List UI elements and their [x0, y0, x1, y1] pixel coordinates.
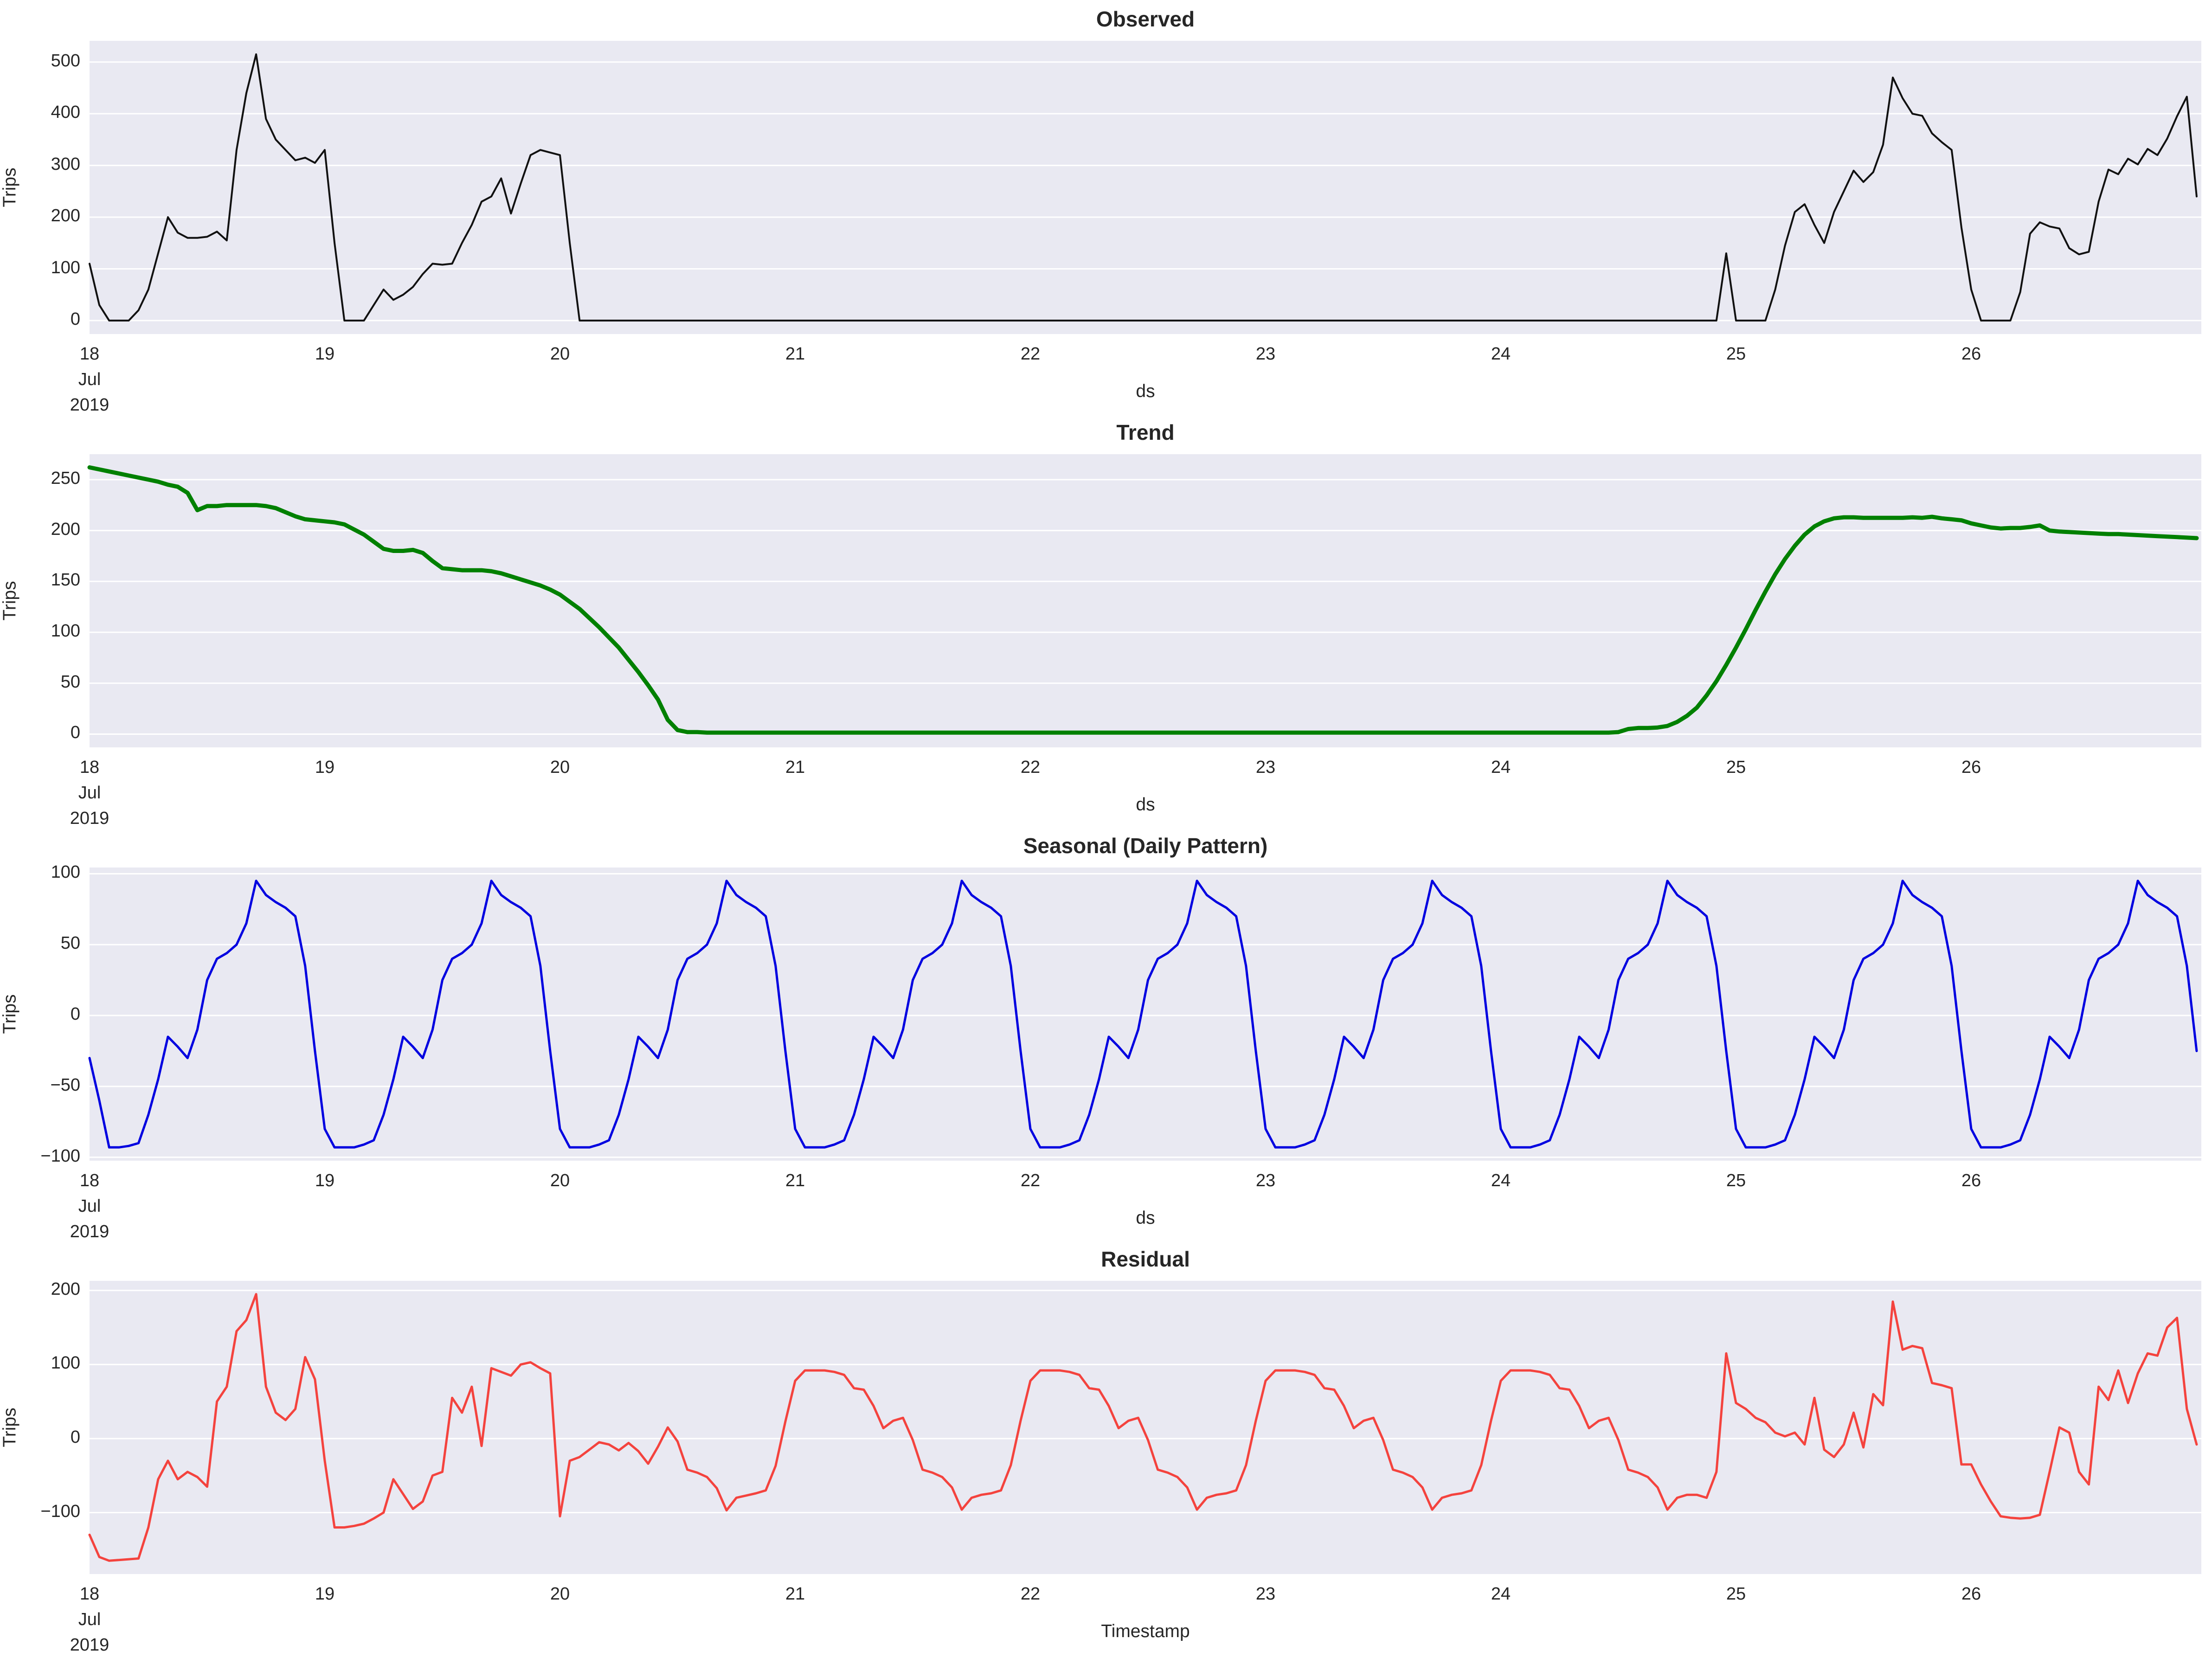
y-tick-label: 0 — [70, 309, 80, 329]
x-tick-label: 24 — [1491, 758, 1511, 777]
residual-line — [88, 1293, 2198, 1562]
panel-observed: Observed Trips ds 0 100 200 300 400 500 18 Jul 2… — [0, 0, 2212, 415]
x-tick-label: 24 — [1491, 1171, 1511, 1190]
panel-trend-title: Trend — [1116, 420, 1175, 444]
x-tick-label: 19 — [315, 1584, 335, 1604]
x-tick-label: 20 — [550, 344, 570, 364]
x-tick-label: 20 — [550, 758, 570, 777]
chart-canvas — [88, 873, 2201, 1158]
y-tick-label: 200 — [51, 519, 80, 539]
panel-observed-xlabel: ds — [1136, 381, 1155, 401]
x-tick-label: 22 — [1020, 1584, 1041, 1604]
y-tick-label: 50 — [60, 672, 80, 692]
y-tick-label: 250 — [51, 468, 80, 488]
x-tick-label: 25 — [1726, 1171, 1746, 1190]
x-tick-label: 25 — [1726, 344, 1746, 364]
y-tick-label: −50 — [50, 1075, 80, 1095]
x-tick-label: 26 — [1961, 344, 1981, 364]
x-tick-label: 25 — [1726, 758, 1746, 777]
chart-canvas — [87, 465, 2201, 735]
panel-residual-title: Residual — [1101, 1247, 1190, 1271]
y-tick-label: 500 — [51, 51, 80, 71]
x-tick-label: 22 — [1020, 344, 1041, 364]
panel-residual: Residual Trips Timestamp −100 0 100 200 18 Ju… — [0, 1240, 2212, 1655]
panel-seasonal-xlabel: ds — [1136, 1208, 1155, 1228]
y-tick-label: 200 — [51, 1279, 80, 1299]
panel-residual-xlabel: Timestamp — [1101, 1621, 1190, 1641]
panel-observed-plot-area — [89, 41, 2201, 334]
x-tick-label: 18 Jul 2019 — [70, 344, 109, 415]
x-tick-label: 26 — [1961, 758, 1981, 777]
y-tick-label: −100 — [40, 1146, 80, 1166]
seasonal-daily-pattern--line — [88, 880, 2198, 1149]
trend-line — [87, 465, 2199, 735]
x-tick-label: 20 — [550, 1584, 570, 1604]
panel-seasonal-title: Seasonal (Daily Pattern) — [1023, 834, 1268, 858]
x-tick-label: 19 — [315, 1171, 335, 1190]
x-tick-label: 22 — [1020, 1171, 1041, 1190]
y-tick-label: 100 — [51, 257, 80, 277]
x-tick-label: 26 — [1961, 1171, 1981, 1190]
y-tick-label: 300 — [51, 154, 80, 174]
x-tick-label: 21 — [785, 1171, 805, 1190]
x-tick-label: 24 — [1491, 1584, 1511, 1604]
x-tick-label: 19 — [315, 758, 335, 777]
panel-seasonal-plot-area — [88, 868, 2201, 1161]
x-tick-label: 18 Jul 2019 — [70, 1584, 109, 1655]
panel-observed-title: Observed — [1096, 7, 1195, 31]
y-tick-label: 100 — [51, 621, 80, 641]
y-tick-label: −100 — [40, 1501, 80, 1521]
panel-trend-xlabel: ds — [1136, 795, 1155, 815]
chart-canvas — [89, 53, 2201, 321]
x-tick-label: 21 — [785, 344, 805, 364]
panel-seasonal: Seasonal (Daily Pattern) Trips ds −100 −5… — [0, 827, 2212, 1241]
y-tick-label: 50 — [60, 933, 80, 953]
panel-residual-plot-area — [88, 1281, 2201, 1574]
y-tick-label: 0 — [70, 1427, 80, 1447]
y-tick-label: 100 — [51, 862, 80, 882]
x-tick-label: 22 — [1020, 758, 1041, 777]
chart-canvas — [88, 1290, 2201, 1562]
x-tick-label: 25 — [1726, 1584, 1746, 1604]
x-tick-label: 18 Jul 2019 — [70, 1171, 109, 1241]
x-tick-label: 23 — [1255, 1584, 1276, 1604]
y-tick-label: 100 — [51, 1353, 80, 1373]
y-tick-label: 0 — [70, 1004, 80, 1024]
x-tick-label: 21 — [785, 1584, 805, 1604]
y-tick-label: 200 — [51, 206, 80, 226]
x-tick-label: 24 — [1491, 344, 1511, 364]
x-tick-label: 23 — [1255, 758, 1276, 777]
y-tick-label: 400 — [51, 103, 80, 122]
panel-trend-plot-area — [87, 454, 2201, 747]
panel-trend: Trend Trips ds 0 50 100 150 200 250 18 Jul 2019 1… — [0, 413, 2212, 828]
observed-line — [89, 53, 2198, 321]
x-tick-label: 19 — [315, 344, 335, 364]
x-tick-label: 18 Jul 2019 — [70, 758, 109, 828]
panel-trend-ylabel: Trips — [0, 581, 20, 621]
y-tick-label: 150 — [51, 570, 80, 590]
x-tick-label: 23 — [1255, 344, 1276, 364]
x-tick-label: 26 — [1961, 1584, 1981, 1604]
panel-observed-ylabel: Trips — [0, 167, 20, 207]
x-tick-label: 23 — [1255, 1171, 1276, 1190]
y-tick-label: 0 — [70, 723, 80, 743]
x-tick-label: 21 — [785, 758, 805, 777]
x-tick-label: 20 — [550, 1171, 570, 1190]
